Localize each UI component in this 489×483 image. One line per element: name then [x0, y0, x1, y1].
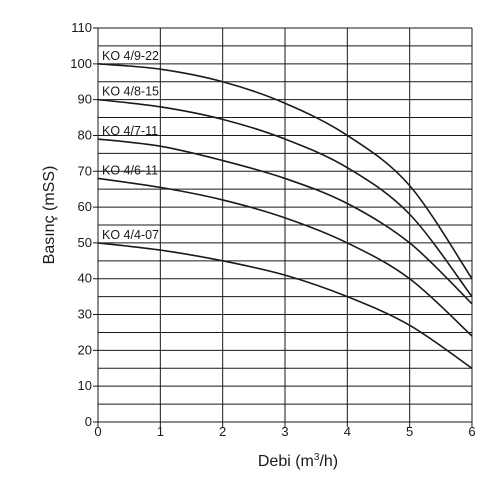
series-label: KO 4/4-07 — [102, 228, 159, 242]
y-tick-label: 40 — [78, 271, 92, 286]
series-line — [97, 138, 473, 305]
x-tick-label: 2 — [219, 424, 226, 439]
y-tick-label: 10 — [78, 378, 92, 393]
y-tick-label: 70 — [78, 163, 92, 178]
y-tick-label: 30 — [78, 307, 92, 322]
x-tick-label: 1 — [157, 424, 164, 439]
x-axis-ticks: 0 1 2 3 4 5 6 — [94, 424, 475, 439]
series-label: KO 4/7-11 — [102, 124, 158, 138]
y-tick-label: 50 — [78, 235, 92, 250]
series-line — [97, 242, 473, 369]
x-axis-title: Debi (m3/h) — [258, 452, 338, 470]
series-curves — [97, 63, 473, 369]
y-tick-label: 110 — [71, 20, 92, 35]
y-tick-label: 0 — [85, 414, 92, 429]
series-line — [97, 98, 473, 298]
series-label: KO 4/9-22 — [102, 49, 159, 63]
y-tick-label: 80 — [78, 127, 92, 142]
series-labels: KO 4/9-22 KO 4/8-15 KO 4/7-11 KO 4/6-11 KO 4… — [102, 49, 159, 242]
x-tick-label: 0 — [94, 424, 101, 439]
y-tick-label: 100 — [70, 56, 92, 71]
y-axis-ticks: 0 10 20 30 40 50 60 70 80 90 100 110 — [70, 20, 92, 429]
x-tick-label: 5 — [406, 424, 413, 439]
series-label: KO 4/6-11 — [102, 163, 158, 177]
y-tick-label: 60 — [78, 199, 92, 214]
y-tick-label: 90 — [78, 92, 92, 107]
x-tick-label: 3 — [281, 424, 288, 439]
grid — [93, 27, 473, 427]
series-line — [97, 177, 473, 337]
x-tick-label: 4 — [344, 424, 351, 439]
y-axis-title: Basınç (mSS) — [41, 166, 58, 265]
series-line — [97, 63, 473, 280]
x-tick-label: 6 — [468, 424, 475, 439]
y-tick-label: 20 — [78, 342, 92, 357]
series-label: KO 4/8-15 — [102, 85, 159, 99]
